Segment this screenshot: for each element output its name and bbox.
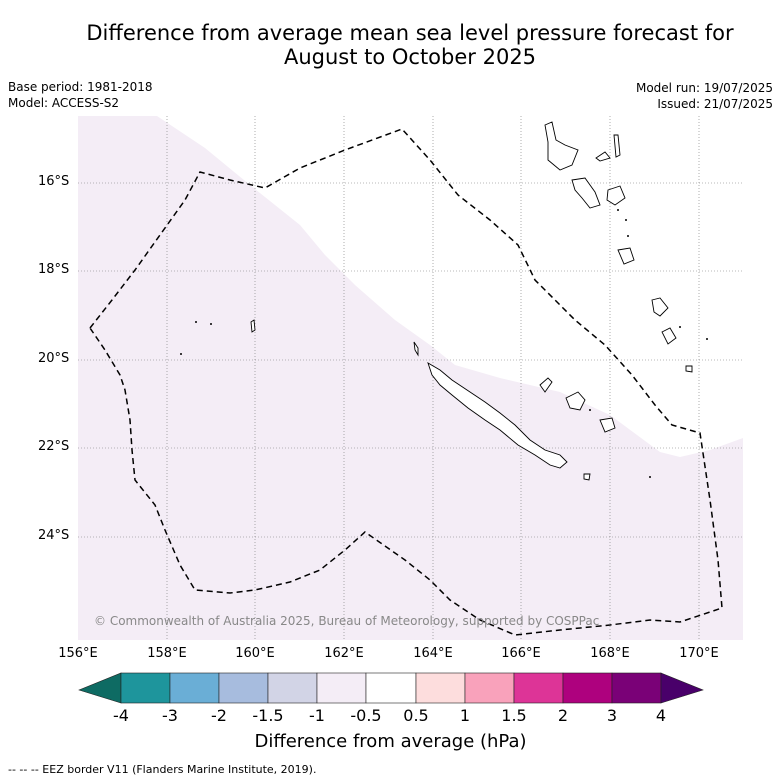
issued-text: Issued: 21/07/2025 (657, 97, 773, 111)
vanuatu-malekula (571, 177, 601, 209)
colorbar-label: Difference from average (hPa) (254, 731, 527, 752)
model-text: Model: ACCESS-S2 (8, 96, 120, 110)
lat-label-24s: 24°S (38, 528, 70, 543)
isle-of-pines (583, 473, 591, 481)
vanuatu-aneityum (685, 365, 693, 373)
colorbar-tick: -4 (113, 706, 129, 725)
colorbar-extend-high (660, 672, 704, 704)
colorbar-tick: -1 (309, 706, 325, 725)
colorbar-tick: -1.5 (252, 706, 284, 725)
eez-border-line (89, 128, 723, 636)
base-period-text: Base period: 1981-2018 (8, 80, 153, 94)
small-islets (180, 209, 708, 478)
coastlines (250, 121, 693, 481)
colorbar-tick: 2 (557, 706, 569, 725)
vanuatu-ambae (595, 151, 611, 162)
lat-label-18s: 18°S (38, 262, 70, 277)
loyalty-island-lifou (565, 391, 586, 411)
lon-label-166e: 166°E (501, 646, 541, 661)
colorbar-tick: 3 (606, 706, 618, 725)
anomaly-shaded-region (78, 116, 743, 640)
lon-label-164e: 164°E (413, 646, 453, 661)
colorbar-tick: 0.5 (403, 706, 429, 725)
lon-label-168e: 168°E (590, 646, 630, 661)
colorbar-tick: 1 (459, 706, 471, 725)
lat-label-16s: 16°S (38, 174, 70, 189)
loyalty-island-mare (599, 417, 616, 433)
colorbar-tick: 4 (655, 706, 667, 725)
vanuatu-efate (617, 247, 635, 265)
colorbar-tick: 1.5 (501, 706, 527, 725)
lon-label-162e: 162°E (324, 646, 364, 661)
colorbar-tick: -3 (162, 706, 178, 725)
belep-island (413, 341, 419, 357)
lat-label-20s: 20°S (38, 351, 70, 366)
vanuatu-tanna (661, 327, 677, 345)
copyright-notice: © Commonwealth of Australia 2025, Bureau… (94, 614, 600, 628)
lat-label-22s: 22°S (38, 439, 70, 454)
chesterfield-reef (250, 319, 256, 333)
lon-label-160e: 160°E (235, 646, 275, 661)
colorbar-tick: -0.5 (350, 706, 382, 725)
loyalty-island-ouvea (539, 377, 553, 393)
gridlines (78, 116, 743, 640)
vanuatu-maewo (613, 134, 621, 158)
lon-label-158e: 158°E (147, 646, 187, 661)
map-title-line-1: Difference from average mean sea level p… (86, 21, 734, 45)
lon-label-156e: 156°E (58, 646, 98, 661)
new-caledonia-island (427, 362, 568, 469)
vanuatu-espiritu-santo (544, 121, 579, 171)
vanuatu-erromango (651, 297, 669, 317)
colorbar-tick: -2 (211, 706, 227, 725)
eez-footnote: -- -- -- EEZ border V11 (Flanders Marine… (8, 763, 317, 776)
model-run-text: Model run: 19/07/2025 (635, 81, 773, 95)
colorbar-extend-low (78, 672, 122, 704)
map-title-line-2: August to October 2025 (283, 45, 537, 69)
vanuatu-pentecost (606, 185, 626, 206)
colorbar (78, 672, 704, 704)
lon-label-170e: 170°E (679, 646, 719, 661)
